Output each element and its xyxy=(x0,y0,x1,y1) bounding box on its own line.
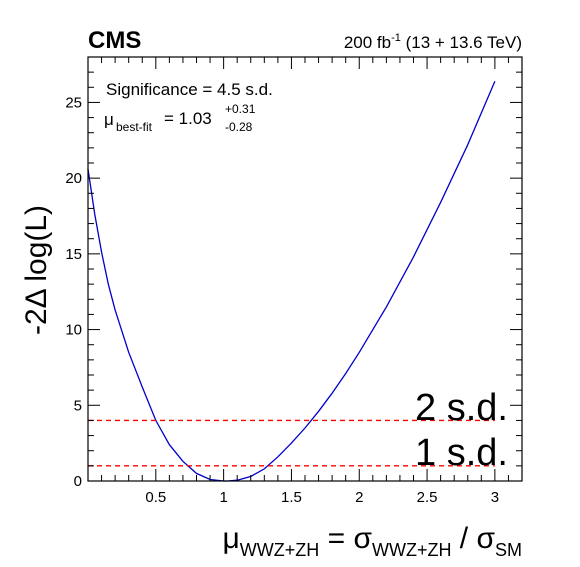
x-tick-label: 1 xyxy=(219,489,227,506)
y-tick-label: 15 xyxy=(65,246,82,263)
best-fit-up-error: +0.31 xyxy=(225,102,256,116)
best-fit-annotation: μ best-fit = 1.03 +0.31 -0.28 xyxy=(104,102,256,134)
y-tick-label: 0 xyxy=(74,473,82,490)
y-tick-label: 20 xyxy=(65,170,82,187)
best-fit-mu-symbol: μ xyxy=(104,110,114,129)
cms-label: CMS xyxy=(88,27,141,54)
y-tick-label: 10 xyxy=(65,322,82,339)
significance-label: Significance = 4.5 s.d. xyxy=(106,80,273,99)
x-tick-label: 2.5 xyxy=(417,489,438,506)
x-axis-title: μWWZ+ZH = σWWZ+ZH / σSM xyxy=(222,522,522,560)
luminosity-label: 200 fb-1 (13 + 13.6 TeV) xyxy=(344,32,522,52)
x-tick-label: 1.5 xyxy=(281,489,302,506)
x-tick-label: 0.5 xyxy=(145,489,166,506)
two-sd-label: 2 s.d. xyxy=(415,387,508,429)
one-sd-label: 1 s.d. xyxy=(415,432,508,474)
x-tick-label: 2 xyxy=(355,489,363,506)
best-fit-down-error: -0.28 xyxy=(225,120,253,134)
x-tick-label: 3 xyxy=(491,489,499,506)
best-fit-value: = 1.03 xyxy=(164,109,212,128)
y-axis-title: -2Δ log(L) xyxy=(20,205,53,335)
best-fit-subscript: best-fit xyxy=(116,120,153,134)
y-tick-label: 25 xyxy=(65,94,82,111)
y-tick-label: 5 xyxy=(74,397,82,414)
